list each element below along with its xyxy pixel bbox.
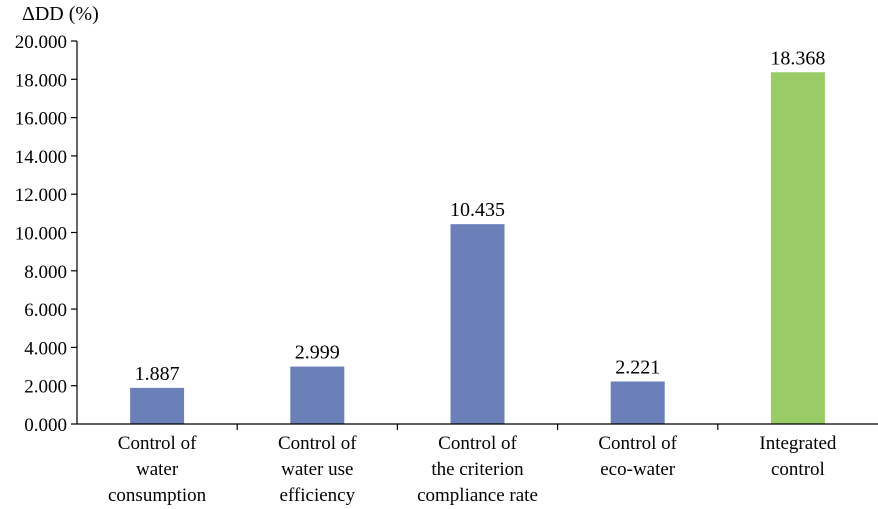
category-label: Integrated (759, 433, 837, 454)
bar (450, 224, 505, 424)
bar (290, 366, 345, 424)
y-tick-label: 8.000 (24, 262, 67, 283)
category-label: the criterion (431, 459, 524, 480)
category-label: Control of (118, 433, 197, 454)
bar-value-label: 1.887 (135, 363, 180, 385)
category-label: control (771, 459, 825, 480)
y-tick-label: 18.000 (15, 70, 67, 91)
y-tick-label: 0.000 (24, 415, 67, 436)
category-label: efficiency (279, 485, 355, 506)
bar (130, 387, 185, 424)
y-tick-label: 14.000 (15, 147, 67, 168)
y-tick-label: 10.000 (15, 224, 67, 245)
bar-value-label: 2.221 (615, 356, 660, 378)
category-label: Control of (438, 433, 517, 454)
category-label: Control of (278, 433, 357, 454)
category-label: water use (281, 459, 353, 480)
bar (610, 381, 665, 424)
y-tick-label: 2.000 (24, 377, 67, 398)
y-tick-label: 12.000 (15, 185, 67, 206)
category-label: eco-water (600, 459, 676, 480)
bar-value-label: 18.368 (770, 47, 825, 69)
y-tick-label: 20.000 (15, 32, 67, 53)
bar-value-label: 2.999 (295, 342, 340, 364)
bar-value-label: 10.435 (450, 199, 505, 221)
category-labels: Control of water consumption Control of wate… (108, 433, 837, 506)
y-tick-label: 16.000 (15, 109, 67, 130)
y-tick-label: 6.000 (24, 300, 67, 321)
category-label: compliance rate (417, 485, 538, 506)
y-tick-label: 4.000 (24, 338, 67, 359)
bars (130, 72, 825, 424)
bar (770, 72, 825, 424)
category-label: water (136, 459, 179, 480)
y-axis-ticks: 0.000 2.000 4.000 6.000 8.000 10.000 12.000 14.… (15, 32, 719, 436)
bar-value-labels: 1.887 2.999 10.435 2.221 18.368 (135, 47, 826, 385)
category-label: consumption (108, 485, 207, 506)
category-label: Control of (598, 433, 677, 454)
y-axis-title: ΔDD (%) (22, 3, 99, 25)
